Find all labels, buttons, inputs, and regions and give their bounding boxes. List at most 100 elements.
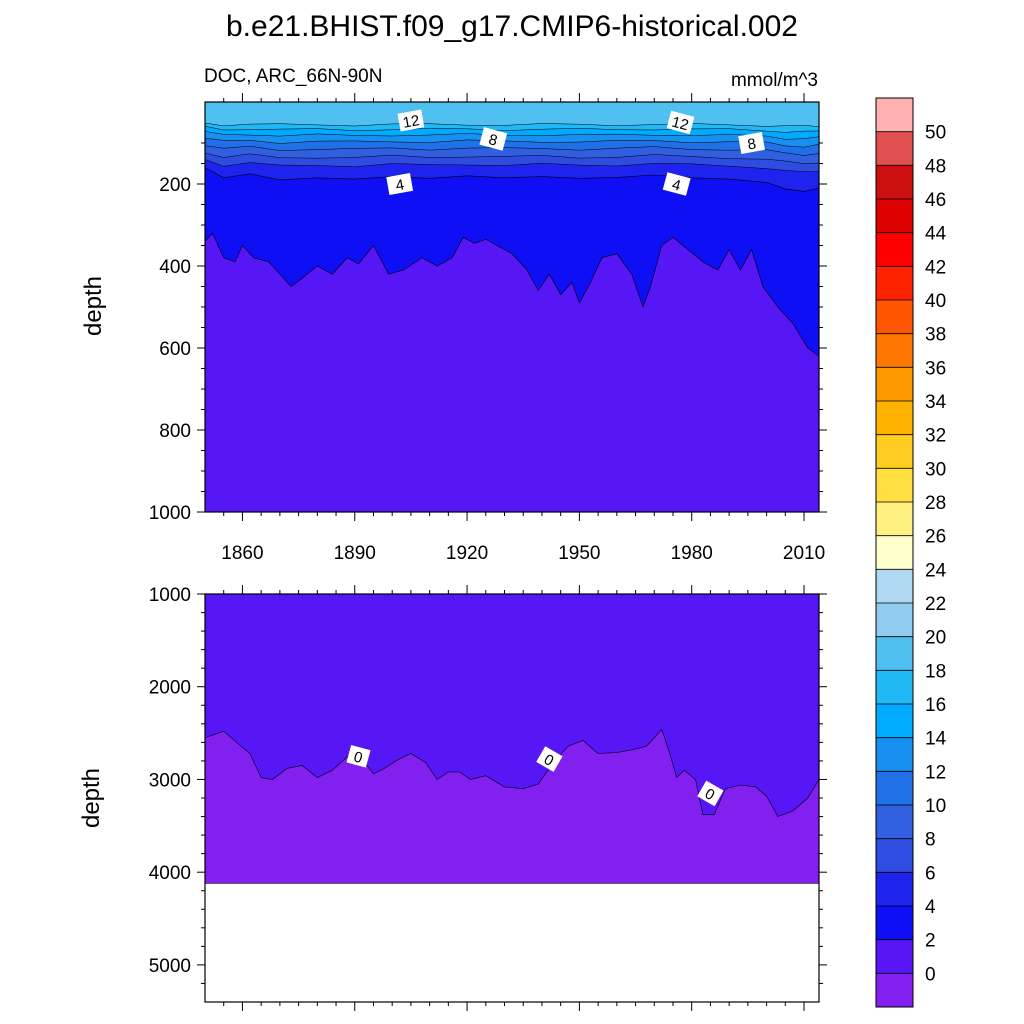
colorbar-swatch (876, 872, 913, 907)
colorbar-label: 16 (925, 695, 946, 716)
y-tick-label: 4000 (149, 863, 191, 884)
colorbar-swatch (876, 401, 913, 435)
colorbar-label: 6 (925, 863, 936, 884)
colorbar-swatch (876, 98, 913, 132)
contour-label-text: 12 (401, 112, 420, 132)
y-tick-label: 5000 (149, 956, 191, 977)
upper-units: mmol/m^3 (731, 70, 818, 91)
colorbar-label: 2 (925, 931, 936, 952)
y-tick-label: 800 (159, 421, 191, 442)
colorbar-label: 26 (925, 527, 946, 548)
colorbar-label: 14 (925, 729, 947, 750)
colorbar-swatch (876, 468, 913, 503)
colorbar-swatch (876, 300, 913, 334)
colorbar-label: 34 (925, 392, 947, 413)
contour-label-bg (397, 109, 425, 132)
upper-y-axis-label: depth (80, 276, 107, 336)
contour-label-bg (536, 746, 563, 772)
colorbar-label: 10 (925, 796, 946, 817)
contour-label: 0 (536, 746, 563, 772)
colorbar-swatch (876, 973, 913, 1008)
colorbar-swatch (876, 199, 913, 233)
lower-plot-area: 0 0 0 (204, 593, 820, 1003)
contour-label-text: 8 (746, 135, 757, 153)
upper-plot-area: 12 8 4 12 8 4 (204, 101, 820, 513)
y-tick-label: 200 (159, 175, 191, 196)
contour-label-bg (697, 780, 724, 807)
contour-label-bg (662, 172, 691, 196)
colorbar-swatch (876, 737, 913, 772)
colorbar-label: 30 (925, 459, 946, 480)
colorbar-swatch (876, 906, 913, 940)
colorbar-label: 24 (925, 560, 947, 581)
x-tick-label: 1860 (221, 543, 263, 564)
colorbar-label: 40 (925, 291, 946, 312)
y-tick-label: 1000 (149, 585, 191, 606)
lower-panel: 0 0 0 1000 2000 3000 4000 5000 depth (78, 585, 827, 1011)
colorbar-swatch (876, 266, 913, 301)
contour-label-bg (386, 173, 414, 195)
colorbar-label: 50 (925, 123, 946, 144)
x-tick-label: 2010 (783, 543, 825, 564)
colorbar-swatch (876, 502, 913, 536)
y-tick-label: 3000 (149, 770, 191, 791)
colorbar-label: 28 (925, 493, 946, 514)
colorbar-swatch (876, 805, 913, 839)
colorbar-swatch (876, 838, 913, 873)
contour-label-bg (346, 745, 371, 768)
contour-label-bg (666, 110, 695, 135)
lower-axes: 1000 2000 3000 4000 5000 (149, 585, 827, 1011)
colorbar-label: 42 (925, 257, 946, 278)
band-below-0 (204, 728, 820, 884)
contour-label: 8 (479, 127, 508, 151)
contour-label: 8 (738, 132, 765, 154)
colorbar-swatch (876, 603, 913, 637)
upper-panel: DOC, ARC_66N-90N mmol/m^3 12 8 4 12 8 4 200 40… (80, 66, 827, 564)
colorbar-swatch (876, 131, 913, 166)
x-tick-label: 1890 (334, 543, 376, 564)
contour-label: 0 (697, 780, 724, 807)
contour-label: 4 (386, 173, 414, 195)
colorbar-swatch (876, 704, 913, 738)
colorbar-label: 38 (925, 325, 946, 346)
y-tick-label: 600 (159, 339, 191, 360)
lower-y-axis-label: depth (78, 768, 105, 828)
colorbar-frame (875, 97, 914, 1008)
contour-label: 4 (662, 172, 691, 196)
contour-label-text: 4 (394, 176, 405, 194)
colorbar-swatch (876, 165, 913, 200)
colorbar-label: 12 (925, 762, 946, 783)
y-tick-label: 2000 (149, 678, 191, 699)
contour-label-bg (738, 132, 765, 154)
colorbar-label: 48 (925, 156, 946, 177)
figure-title: b.e21.BHIST.f09_g17.CMIP6-historical.002 (226, 10, 798, 43)
colorbar-swatch (876, 771, 913, 806)
contour-label-text: 12 (670, 114, 691, 135)
colorbar-label: 46 (925, 190, 946, 211)
x-tick-label: 1950 (558, 543, 600, 564)
contour-label: 0 (346, 745, 371, 768)
colorbar-label: 18 (925, 661, 946, 682)
x-tick-label: 1980 (671, 543, 713, 564)
colorbar-swatch (876, 670, 913, 705)
upper-axes: 200 400 600 800 1000 1860 1890 1920 1950 1980 2010 (149, 93, 827, 564)
colorbar-swatch (876, 434, 913, 469)
colorbar-label: 44 (925, 224, 947, 245)
y-tick-label: 1000 (149, 503, 191, 524)
colorbar-label: 0 (925, 964, 936, 985)
colorbar-label: 8 (925, 830, 936, 851)
colorbar-label: 22 (925, 594, 946, 615)
colorbar-label: 32 (925, 426, 946, 447)
colorbar-label: 20 (925, 628, 946, 649)
colorbar-swatch (876, 367, 913, 402)
colorbar-label: 36 (925, 358, 946, 379)
colorbar-swatch (876, 535, 913, 570)
colorbar-swatch (876, 333, 913, 368)
colorbar-swatch (876, 939, 913, 974)
contour-label-bg (479, 127, 508, 151)
colorbar-swatch (876, 636, 913, 671)
colorbar-label: 4 (925, 897, 936, 918)
upper-subtitle: DOC, ARC_66N-90N (204, 66, 382, 87)
colorbar-swatch (876, 232, 913, 267)
